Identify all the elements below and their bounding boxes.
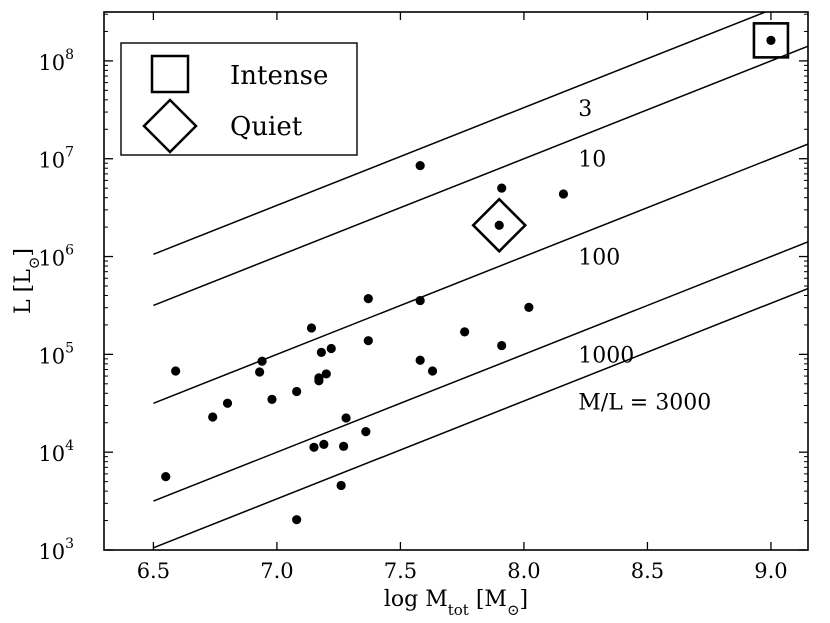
data-point bbox=[341, 413, 351, 423]
data-point bbox=[497, 183, 507, 193]
data-point bbox=[460, 327, 470, 337]
data-point bbox=[494, 220, 504, 230]
ml-line-label-1000: 1000 bbox=[578, 343, 634, 368]
ml-line-label-3000: M/L = 3000 bbox=[578, 390, 711, 415]
legend-square-marker bbox=[150, 54, 190, 94]
legend-label-quiet: Quiet bbox=[230, 112, 303, 142]
data-point bbox=[314, 376, 324, 386]
y-tick-label: 104 bbox=[38, 438, 74, 466]
data-point bbox=[361, 427, 371, 437]
legend-diamond-marker bbox=[142, 98, 198, 154]
ml-line-labels: 3 10 100 1000 M/L = 3000 bbox=[578, 97, 711, 415]
ml-line-10 bbox=[153, 45, 808, 307]
plot-frame bbox=[103, 11, 809, 551]
y-tick-label: 107 bbox=[38, 145, 74, 173]
data-point bbox=[524, 302, 534, 313]
legend: Intense Quiet bbox=[120, 42, 358, 156]
data-point bbox=[415, 160, 425, 171]
ml-line-label-100: 100 bbox=[578, 246, 620, 271]
data-point bbox=[326, 343, 336, 354]
legend-label-intense: Intense bbox=[230, 61, 328, 91]
ml-line-1000 bbox=[153, 241, 808, 502]
data-point bbox=[415, 355, 425, 365]
data-point bbox=[415, 295, 425, 306]
ml-line-3 bbox=[153, 12, 768, 256]
data-point bbox=[292, 515, 302, 525]
x-tick-label: 7.5 bbox=[384, 559, 417, 583]
data-points bbox=[161, 35, 776, 525]
data-point bbox=[497, 340, 507, 351]
ml-line-3000 bbox=[153, 287, 808, 549]
x-axis-ticks: 6.5 7.0 7.5 8.0 8.5 9.0 bbox=[137, 12, 788, 583]
data-point bbox=[171, 366, 181, 376]
x-tick-label: 8.0 bbox=[507, 559, 540, 583]
data-point bbox=[161, 472, 171, 482]
x-tick-label: 9.0 bbox=[754, 559, 787, 583]
quiet-diamond-marker bbox=[471, 197, 528, 254]
ml-line-100 bbox=[153, 143, 808, 404]
y-axis-title: L [L⊙] bbox=[11, 248, 43, 314]
data-point bbox=[363, 294, 373, 304]
data-point bbox=[316, 347, 326, 358]
intense-square-marker bbox=[752, 22, 790, 59]
legend-box bbox=[120, 42, 358, 156]
data-point bbox=[255, 367, 265, 377]
data-point bbox=[336, 480, 346, 491]
x-tick-label: 6.5 bbox=[137, 559, 170, 583]
y-tick-label: 108 bbox=[38, 47, 74, 75]
y-tick-label: 103 bbox=[38, 536, 74, 564]
ml-line-label-10: 10 bbox=[578, 148, 606, 173]
data-point bbox=[321, 369, 331, 379]
data-point bbox=[267, 394, 277, 404]
data-point bbox=[363, 336, 373, 346]
data-point bbox=[427, 366, 438, 376]
data-point bbox=[222, 398, 233, 408]
highlighted-markers bbox=[471, 22, 790, 254]
data-point bbox=[766, 35, 776, 45]
y-tick-label: 106 bbox=[38, 243, 74, 271]
data-point bbox=[208, 412, 218, 422]
x-axis-title: log Mtot [M⊙] bbox=[384, 587, 528, 619]
data-point bbox=[558, 189, 569, 199]
data-point bbox=[257, 356, 267, 366]
data-point bbox=[292, 386, 302, 397]
data-point bbox=[319, 439, 329, 449]
data-point bbox=[309, 442, 319, 452]
ml-line-label-3: 3 bbox=[578, 97, 592, 122]
data-point bbox=[339, 441, 349, 451]
y-tick-label: 105 bbox=[38, 340, 74, 368]
x-tick-label: 7.0 bbox=[260, 559, 293, 583]
x-tick-label: 8.5 bbox=[631, 559, 664, 583]
data-point bbox=[306, 323, 317, 333]
